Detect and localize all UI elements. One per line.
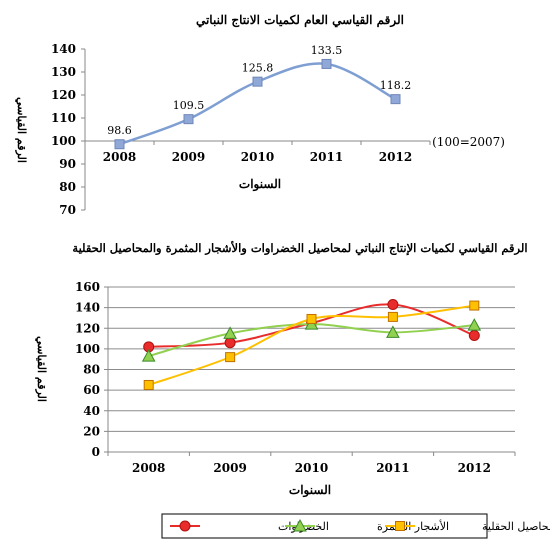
- data-point: [143, 379, 154, 390]
- chart-title: الرقم القياسي لكميات الإنتاج النباتي لمح…: [72, 240, 527, 256]
- x-tick-label: 2008: [103, 150, 136, 164]
- y-tick-label: 80: [83, 363, 100, 377]
- y-tick-label: 60: [83, 383, 100, 397]
- data-point: [387, 299, 399, 311]
- series-3: [143, 300, 480, 390]
- data-point: [387, 311, 398, 322]
- y-tick-label: 0: [92, 445, 100, 459]
- data-point: [223, 326, 237, 339]
- y-tick-label: 40: [83, 404, 100, 418]
- y-tick-label: 110: [51, 111, 76, 125]
- y-tick-label: 160: [75, 280, 100, 294]
- series-markers: [114, 58, 401, 150]
- data-label: 98.6: [107, 124, 132, 137]
- y-tick-label: 130: [51, 65, 76, 79]
- x-ticks: 2008 2009 2010 2011 2012: [84, 141, 431, 164]
- x-tick-label: 2011: [310, 150, 343, 164]
- series-line: [119, 62, 397, 146]
- data-point: [225, 352, 236, 363]
- data-point: [114, 139, 125, 150]
- legend-box: [161, 513, 488, 539]
- overall-index-chart: الرقم القياسي العام لكميات الانتاج النبا…: [14, 13, 505, 217]
- y-tick-label: 90: [59, 157, 76, 171]
- x-tick-label: 2010: [241, 150, 274, 164]
- x-tick-label: 2012: [379, 150, 412, 164]
- legend-item: المحاصيل الحقلية: [385, 520, 550, 533]
- y-tick-label: 20: [83, 424, 100, 438]
- y-tick-label: 140: [51, 42, 76, 56]
- y-tick-label: 120: [75, 321, 100, 335]
- y-tick-label: 100: [51, 134, 76, 148]
- data-point: [141, 349, 156, 362]
- legend-swatch-marker: [179, 520, 191, 532]
- data-label: 133.5: [311, 44, 343, 57]
- y-ticks: 0 20 40 60 80 100 120 140 160: [75, 280, 108, 459]
- x-tick-label: 2012: [458, 461, 491, 475]
- legend-swatch-marker: [293, 518, 307, 532]
- data-label: 109.5: [173, 99, 205, 112]
- y-tick-label: 100: [75, 342, 100, 356]
- x-tick-label: 2009: [172, 150, 205, 164]
- data-label: 118.2: [380, 79, 412, 92]
- data-point: [252, 76, 263, 87]
- y-tick-label: 120: [51, 88, 76, 102]
- x-axis-label: السنوات: [289, 483, 331, 498]
- y-ticks: 70 80 90 100 110 120 130 140: [51, 42, 85, 217]
- base-year-note: (100=2007): [432, 135, 505, 149]
- x-tick-label: 2008: [132, 461, 165, 475]
- x-tick-label: 2011: [376, 461, 409, 475]
- data-point: [321, 58, 332, 69]
- y-tick-label: 70: [59, 203, 76, 217]
- series-2: [141, 317, 482, 362]
- data-point: [469, 300, 480, 311]
- data-label: 125.8: [242, 62, 274, 75]
- legend-label: المحاصيل الحقلية: [482, 520, 550, 533]
- legend: الخضراواتالأشجار المثمرةالمحاصيل الحقلية: [161, 513, 550, 539]
- x-tick-label: 2009: [213, 461, 246, 475]
- y-tick-label: 140: [75, 301, 100, 315]
- data-point: [306, 313, 317, 324]
- data-point: [183, 114, 194, 125]
- y-axis-label: الرقم القياسي: [34, 336, 48, 402]
- data-labels: 98.6 109.5 125.8 133.5 118.2: [107, 44, 411, 137]
- legend-swatch-marker: [395, 521, 405, 531]
- data-point: [468, 329, 480, 341]
- x-axis-label: السنوات: [239, 177, 281, 192]
- data-point: [467, 318, 482, 331]
- x-ticks: 2008 2009 2010 2011 2012: [107, 452, 516, 475]
- data-point: [390, 94, 401, 105]
- y-axis-label: الرقم القياسي: [14, 97, 28, 163]
- category-index-chart: الرقم القياسي لكميات الإنتاج النباتي لمح…: [34, 240, 550, 539]
- data-point: [224, 337, 236, 349]
- chart-title: الرقم القياسي العام لكميات الانتاج النبا…: [196, 13, 404, 28]
- data-point: [386, 325, 400, 338]
- y-tick-label: 80: [59, 180, 76, 194]
- x-tick-label: 2010: [295, 461, 328, 475]
